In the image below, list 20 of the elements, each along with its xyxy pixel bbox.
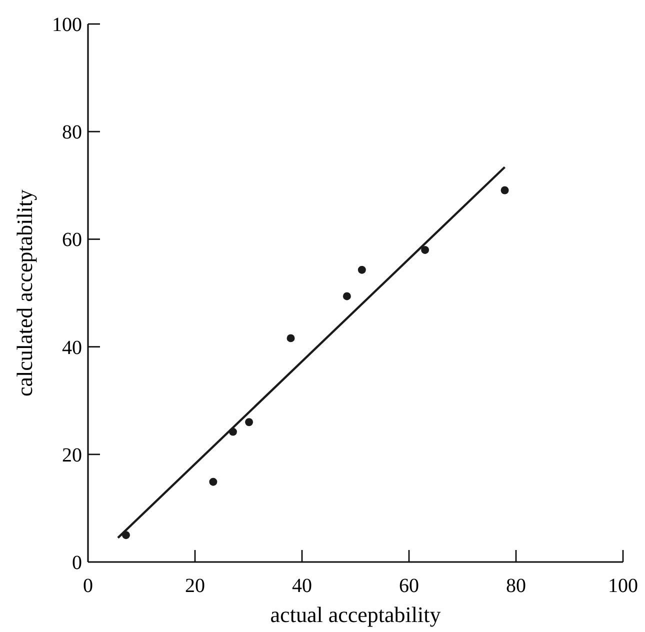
x-tick-label: 80 [506,575,526,597]
point [342,292,351,300]
y-tick-label: 20 [62,444,82,466]
x-tick-label: 20 [185,575,205,597]
point [358,266,366,274]
y-axis-title: calculated acceptability [12,189,37,397]
point [500,186,509,194]
point [421,246,430,254]
y-tick-label: 80 [62,122,82,144]
y-tick-label: 60 [62,229,82,252]
point [245,418,254,426]
point [286,334,295,342]
x-tick-label: 100 [608,575,638,597]
y-tick-label: 40 [62,336,82,359]
y-tick-label: 100 [52,14,82,36]
point [209,478,218,486]
x-tick-label: 60 [399,575,419,597]
y-tick-label: 0 [72,552,82,574]
x-tick-label: 40 [292,575,312,597]
x-axis-title: actual acceptability [270,602,441,627]
